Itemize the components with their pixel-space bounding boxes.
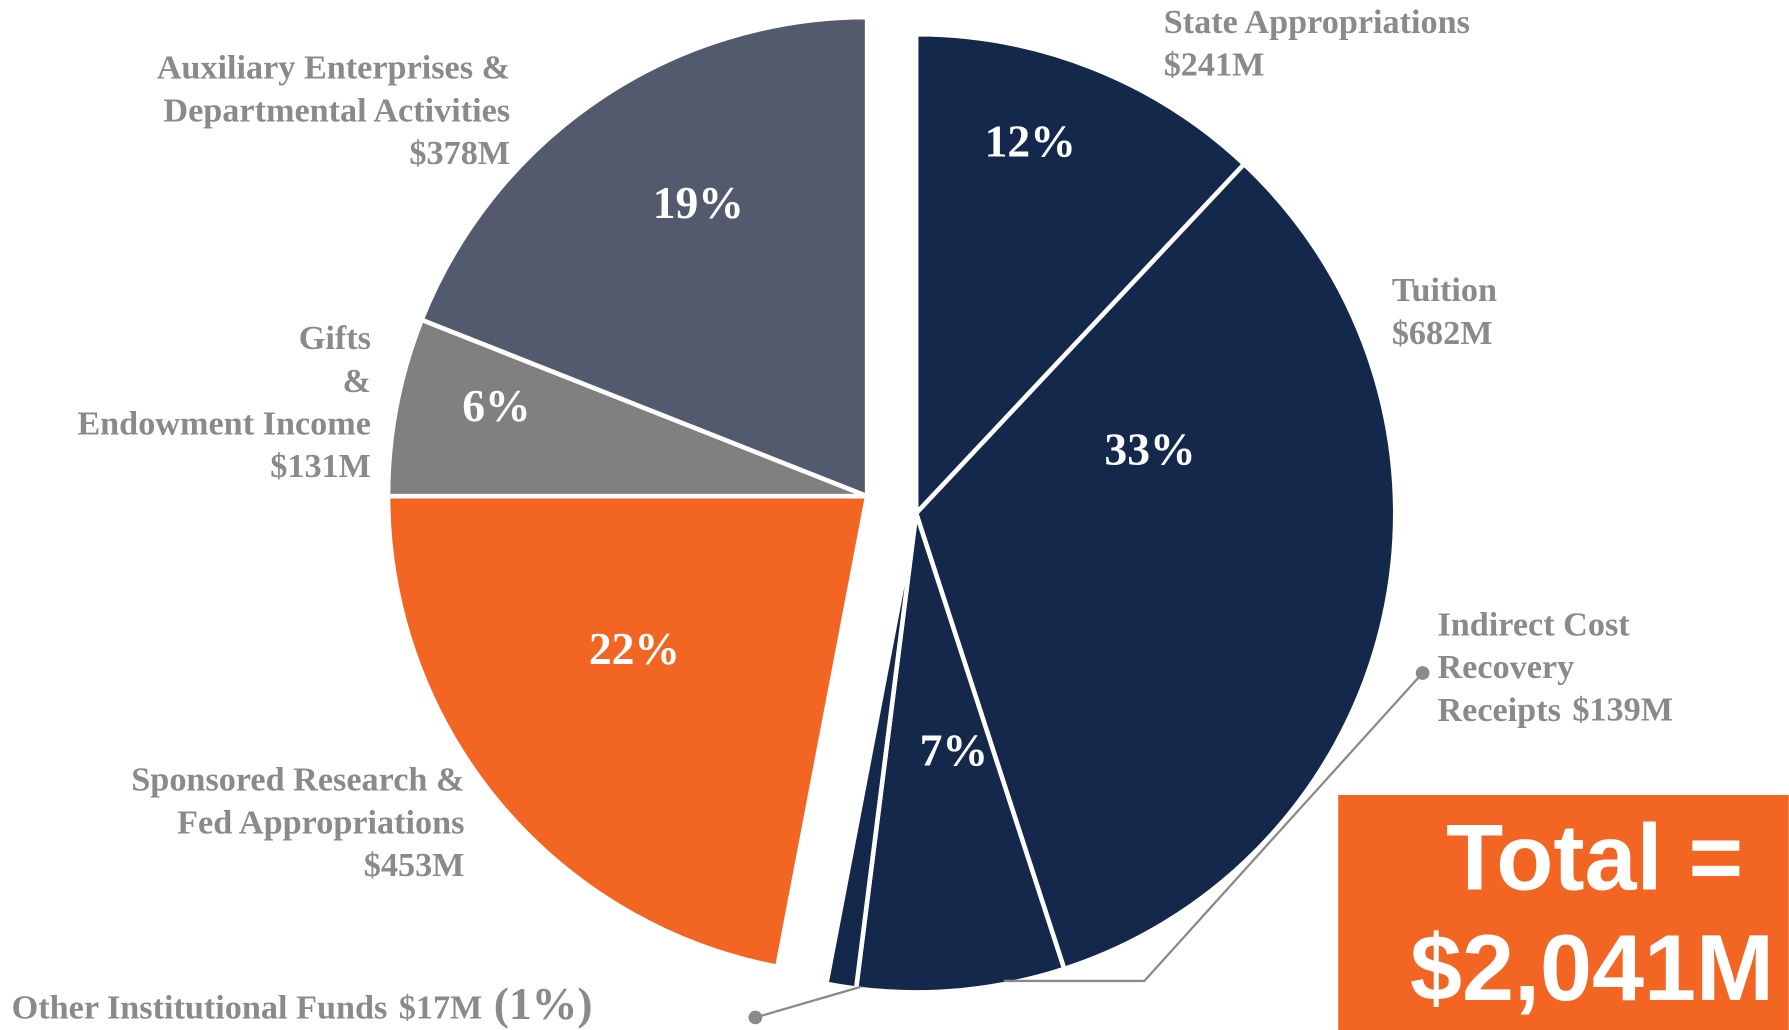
amount-label: $241M	[1164, 47, 1265, 84]
leader-line	[1004, 672, 1424, 983]
pie-slice	[418, 14, 870, 500]
label-line: State Appropriations	[1164, 4, 1470, 41]
category-label: Gifts & Endowment Income	[77, 320, 371, 443]
amount-label: $453M	[364, 847, 465, 884]
label-line: &	[342, 363, 371, 400]
value-label: 19%	[653, 177, 744, 228]
label-line: Fed Appropriations	[177, 804, 464, 841]
pie-slice	[853, 512, 1068, 995]
pie-slice	[385, 493, 870, 970]
category-label: State Appropriations	[1164, 4, 1470, 41]
total-label: Total =	[1446, 804, 1743, 909]
category-label: Tuition	[1392, 272, 1497, 309]
value-label: 7%	[920, 725, 988, 776]
label-line: Departmental Activities	[163, 92, 510, 129]
label-line: Other Institutional Funds	[12, 989, 388, 1026]
amount-label: $682M	[1392, 315, 1493, 352]
value-label: (1%)	[494, 978, 593, 1029]
category-label: Auxiliary Enterprises & Departmental Acti…	[157, 50, 510, 130]
amount-label: $139M	[1572, 692, 1673, 729]
value-label: 22%	[589, 623, 680, 674]
label-line: Sponsored Research &	[131, 761, 464, 798]
label-line: Receipts	[1437, 692, 1560, 729]
total-value: $2,041M	[1410, 915, 1774, 1020]
amount-label: $17M	[399, 989, 483, 1026]
label-line: Gifts	[299, 320, 371, 357]
label-line: Tuition	[1392, 272, 1497, 309]
amount-label: $131M	[270, 448, 371, 485]
pie-slice	[385, 316, 868, 499]
leader-line	[755, 985, 862, 1019]
category-label: Other Institutional Funds	[12, 989, 388, 1026]
leader-dot	[1415, 666, 1430, 680]
label-line: Recovery	[1437, 649, 1574, 686]
pie-slice	[913, 31, 1248, 520]
pie	[385, 14, 1398, 995]
value-label: 33%	[1104, 423, 1195, 474]
label-line: Indirect Cost	[1437, 606, 1630, 643]
value-label: 6%	[462, 380, 530, 431]
label-line: Auxiliary Enterprises &	[157, 50, 510, 87]
amount-label: $378M	[409, 135, 510, 172]
label-line: Endowment Income	[77, 405, 371, 442]
value-label: 12%	[985, 115, 1076, 166]
category-label: Sponsored Research & Fed Appropriations	[131, 761, 464, 841]
pie-slice	[913, 160, 1398, 972]
total-box	[1338, 795, 1789, 1030]
leader-dot	[748, 1010, 763, 1025]
category-label: Indirect Cost Recovery Receipts	[1437, 606, 1630, 729]
leader-lines	[755, 672, 1424, 1019]
